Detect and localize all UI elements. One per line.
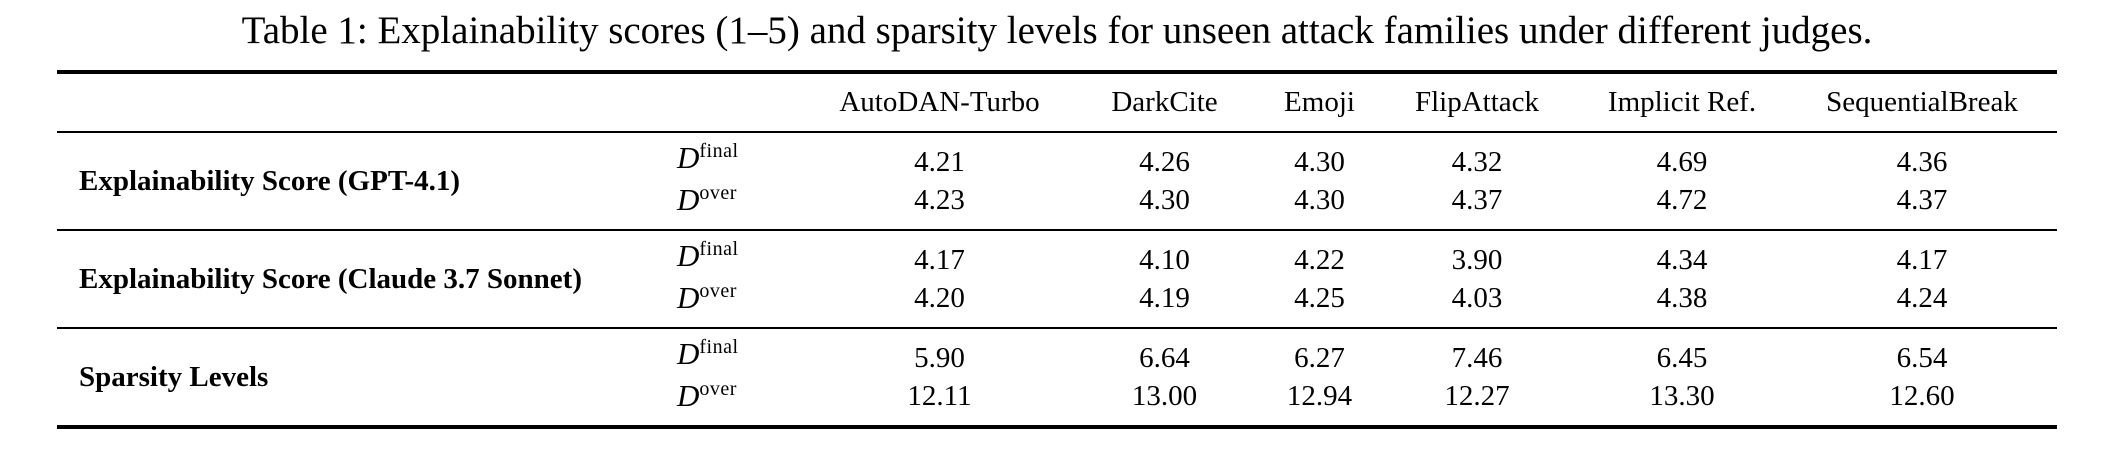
- column-header-darkcite: DarkCite: [1111, 86, 1218, 118]
- row-group-gpt41: Explainability Score (GPT-4.1) Dfinal Do…: [57, 133, 2057, 229]
- metric-d-final: Dfinal: [677, 238, 739, 273]
- top-rule: [57, 70, 2057, 74]
- value-cell: 6.45 13.30: [1649, 342, 1715, 412]
- value-cell: 5.90 12.11: [907, 342, 972, 412]
- metric-d-final: Dfinal: [677, 336, 739, 371]
- value-cell: 3.90 4.03: [1451, 244, 1503, 314]
- row-group-label: Explainability Score (GPT-4.1): [79, 164, 461, 197]
- value-cell: 7.46 12.27: [1444, 342, 1510, 412]
- results-table: AutoDAN-Turbo DarkCite Emoji FlipAttack …: [57, 70, 2057, 429]
- table-header-row: AutoDAN-Turbo DarkCite Emoji FlipAttack …: [57, 74, 2057, 131]
- value-cell: 6.64 13.00: [1131, 342, 1198, 412]
- column-header-implicit-ref: Implicit Ref.: [1607, 86, 1757, 118]
- value-cell: 4.36 4.37: [1896, 146, 1948, 216]
- value-cell: 4.34 4.38: [1656, 244, 1708, 314]
- bottom-rule: [57, 425, 2057, 429]
- column-header-emoji: Emoji: [1284, 86, 1355, 118]
- metric-d-over: Dover: [677, 280, 737, 315]
- value-cell: 4.32 4.37: [1451, 146, 1503, 216]
- row-group-label: Explainability Score (Claude 3.7 Sonnet): [79, 262, 582, 295]
- value-cell: 4.21 4.23: [914, 146, 965, 216]
- table-caption: Table 1: Explainability scores (1–5) and…: [241, 9, 1873, 52]
- column-header-sequentialbreak: SequentialBreak: [1826, 86, 2018, 118]
- metric-symbol-column: Dfinal Dover: [677, 139, 812, 223]
- value-cell: 6.27 12.94: [1286, 342, 1353, 412]
- block-separator-rule: [57, 327, 2057, 329]
- metric-symbol-column: Dfinal Dover: [677, 237, 812, 321]
- block-separator-rule: [57, 229, 2057, 231]
- value-cell: 4.69 4.72: [1656, 146, 1708, 216]
- value-cell: 6.54 12.60: [1889, 342, 1955, 412]
- value-cell: 4.30 4.30: [1294, 146, 1345, 216]
- header-rule: [57, 131, 2057, 133]
- column-header-autodan-turbo: AutoDAN-Turbo: [839, 86, 1040, 118]
- metric-d-final: Dfinal: [677, 140, 739, 175]
- value-cell: 4.26 4.30: [1139, 146, 1190, 216]
- value-cell: 4.22 4.25: [1294, 244, 1345, 314]
- row-group-label: Sparsity Levels: [79, 360, 269, 393]
- row-group-claude37: Explainability Score (Claude 3.7 Sonnet)…: [57, 231, 2057, 327]
- metric-symbol-column: Dfinal Dover: [677, 335, 812, 419]
- metric-d-over: Dover: [677, 378, 737, 413]
- value-cell: 4.17 4.20: [914, 244, 965, 314]
- column-header-flipattack: FlipAttack: [1414, 86, 1540, 118]
- row-group-sparsity: Sparsity Levels Dfinal Dover 5.90 12.11 …: [57, 329, 2057, 425]
- value-cell: 4.17 4.24: [1896, 244, 1948, 314]
- metric-d-over: Dover: [677, 182, 737, 217]
- value-cell: 4.10 4.19: [1139, 244, 1190, 314]
